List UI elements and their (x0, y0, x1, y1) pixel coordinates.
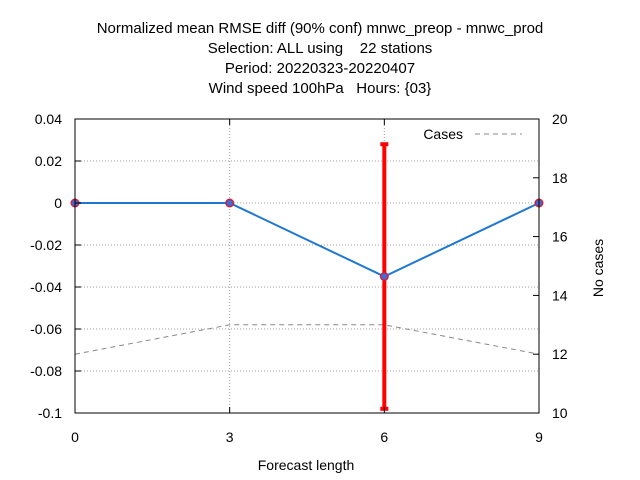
chart-title-line-2: Selection: ALL using 22 stations (207, 40, 433, 57)
main-series (70, 198, 544, 281)
plot-frame (74, 118, 540, 414)
chart-title-line-3: Period: 20220323-20220407 (224, 60, 416, 77)
main-series-line (75, 202, 540, 278)
cases-line (74, 324, 540, 355)
y-tick-label: -0.08 (30, 363, 62, 379)
axis-ticks (74, 118, 540, 414)
y-tick-label: -0.02 (30, 237, 62, 253)
chart-title-line-4: Wind speed 100hPa Hours: {03} (208, 80, 432, 97)
y-tick-label: -0.04 (30, 279, 62, 295)
y-tick-label: -0.1 (38, 405, 62, 421)
y2-tick-label: 16 (552, 229, 568, 245)
y2-tick-label: 12 (552, 346, 568, 362)
grid-lines (75, 119, 539, 413)
y-tick-label: 0 (54, 195, 62, 211)
x-tick-label: 6 (380, 429, 388, 445)
y-tick-label: -0.06 (30, 321, 62, 337)
data-point (226, 200, 233, 206)
tick-labels: 0.04 0.02 0 -0.02 -0.04 -0.06 -0.08 -0.1 20 18 16 1… (30, 111, 568, 445)
x-tick-label: 3 (226, 429, 234, 445)
y2-tick-label: 20 (552, 111, 568, 127)
y-tick-label: 0.02 (35, 153, 62, 169)
y2-tick-label: 10 (552, 405, 568, 421)
chart-title-line-1: Normalized mean RMSE diff (90% conf) mnw… (96, 20, 544, 37)
y2-tick-label: 18 (552, 170, 568, 186)
x-axis-label: Forecast length (258, 457, 355, 473)
cases-series (74, 324, 540, 355)
legend: Cases (423, 126, 522, 142)
legend-label-cases: Cases (423, 126, 463, 142)
y2-tick-label: 14 (552, 287, 568, 303)
y2-axis-label: No cases (590, 239, 606, 297)
x-tick-label: 9 (535, 429, 543, 445)
x-tick-label: 0 (71, 429, 79, 445)
y-tick-label: 0.04 (35, 111, 62, 127)
data-point (381, 273, 388, 280)
